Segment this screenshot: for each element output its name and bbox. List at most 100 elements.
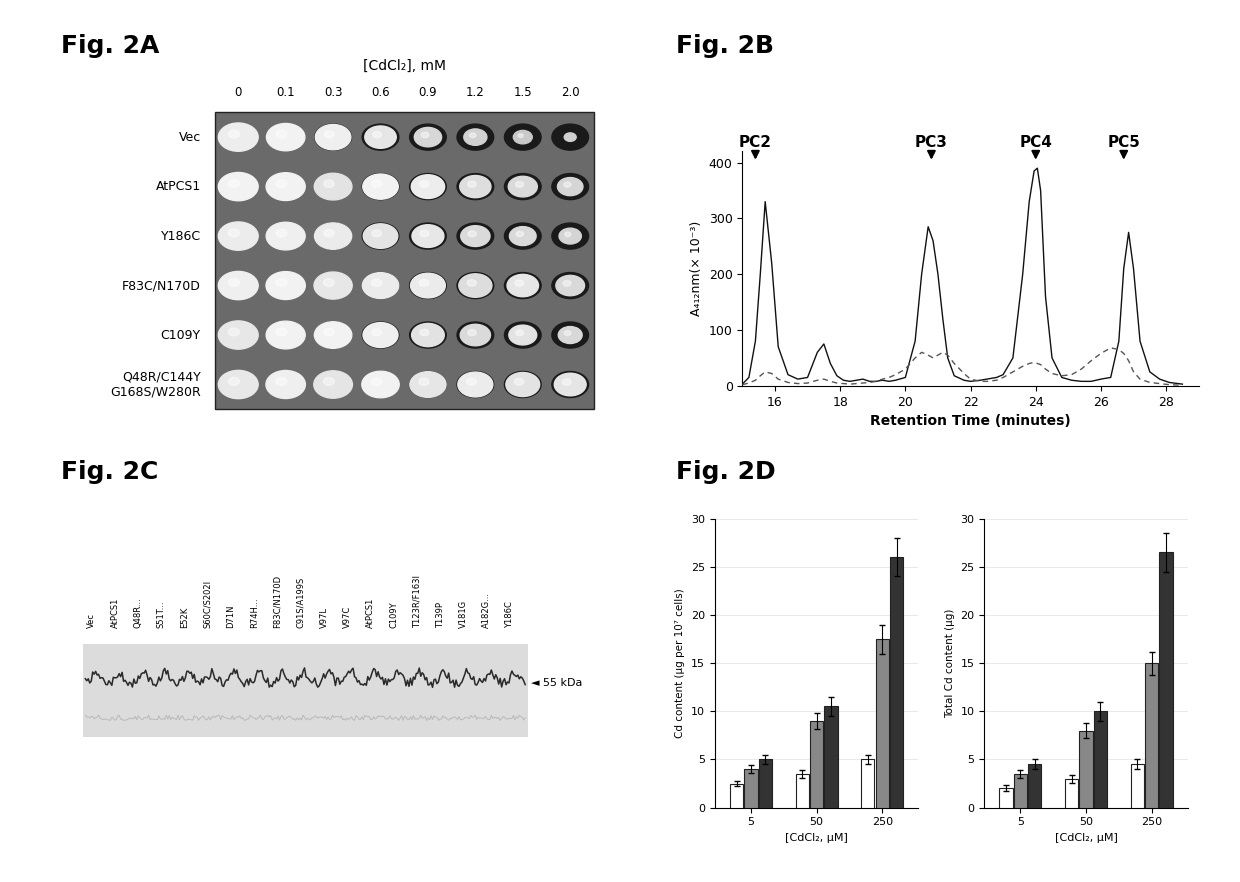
Circle shape [362, 174, 399, 199]
Bar [1159, 552, 1173, 808]
Text: C109Y: C109Y [161, 328, 201, 341]
Text: [CdCl₂], mM: [CdCl₂], mM [363, 59, 445, 73]
Circle shape [518, 134, 523, 138]
Circle shape [513, 131, 532, 144]
Circle shape [363, 323, 398, 348]
Text: F83C/N170D: F83C/N170D [122, 279, 201, 292]
Circle shape [315, 124, 351, 150]
Text: Y186C: Y186C [505, 602, 515, 628]
Circle shape [507, 274, 538, 296]
Circle shape [324, 229, 335, 237]
Text: D71N: D71N [227, 604, 236, 628]
Circle shape [409, 322, 446, 348]
Circle shape [419, 181, 429, 187]
Circle shape [324, 328, 335, 336]
Text: V97C: V97C [342, 606, 352, 628]
Y-axis label: Cd content (μg per 10⁷ cells): Cd content (μg per 10⁷ cells) [676, 588, 686, 738]
Circle shape [552, 174, 589, 199]
Text: PC5: PC5 [1107, 135, 1140, 150]
Text: Fig. 2C: Fig. 2C [61, 460, 157, 484]
Text: S51T...: S51T... [157, 601, 166, 628]
Circle shape [228, 328, 239, 336]
Text: PC2: PC2 [739, 135, 773, 150]
Circle shape [422, 132, 429, 138]
Circle shape [409, 124, 446, 150]
Circle shape [315, 273, 351, 299]
Bar [1131, 765, 1143, 808]
Circle shape [372, 230, 382, 237]
Circle shape [409, 371, 446, 398]
Circle shape [324, 131, 334, 138]
Circle shape [552, 124, 589, 150]
Circle shape [505, 174, 541, 199]
Text: PC3: PC3 [915, 135, 947, 150]
Bar [875, 639, 889, 808]
Circle shape [409, 174, 446, 199]
Circle shape [508, 325, 537, 345]
Circle shape [412, 175, 445, 198]
Text: 0.3: 0.3 [324, 86, 342, 99]
Text: T123R/F163I: T123R/F163I [413, 575, 422, 628]
Circle shape [516, 330, 523, 336]
Circle shape [362, 124, 399, 150]
Bar [1014, 774, 1027, 808]
Circle shape [562, 379, 572, 385]
Circle shape [556, 275, 584, 295]
Circle shape [467, 280, 476, 287]
Circle shape [467, 181, 476, 187]
Circle shape [275, 180, 286, 188]
Circle shape [564, 331, 570, 335]
Circle shape [267, 272, 305, 300]
Bar [825, 706, 838, 808]
Circle shape [268, 124, 304, 150]
Circle shape [275, 377, 286, 385]
Bar [83, 644, 528, 737]
Bar [796, 774, 808, 808]
Text: S60C/S202I: S60C/S202I [203, 579, 212, 628]
Circle shape [505, 273, 541, 299]
Circle shape [505, 371, 541, 398]
Circle shape [373, 131, 382, 138]
Bar [999, 789, 1013, 808]
Circle shape [277, 131, 286, 138]
Circle shape [267, 222, 305, 250]
X-axis label: Retention Time (minutes): Retention Time (minutes) [870, 414, 1071, 428]
Circle shape [458, 223, 494, 249]
Circle shape [372, 329, 382, 336]
Circle shape [267, 123, 305, 151]
Bar [759, 759, 773, 808]
Circle shape [564, 232, 570, 236]
Text: Fig. 2B: Fig. 2B [676, 34, 775, 58]
Bar [890, 557, 903, 808]
Circle shape [516, 182, 523, 187]
Bar [1065, 779, 1079, 808]
Circle shape [228, 229, 239, 237]
Circle shape [458, 273, 494, 299]
X-axis label: [CdCl₂, μM]: [CdCl₂, μM] [785, 833, 848, 843]
Circle shape [515, 378, 523, 385]
Text: Q48R...: Q48R... [134, 597, 143, 628]
Circle shape [315, 174, 351, 199]
Circle shape [228, 377, 239, 385]
Circle shape [362, 371, 399, 398]
Text: 0.6: 0.6 [371, 86, 389, 99]
Circle shape [412, 324, 444, 347]
Circle shape [267, 321, 305, 349]
Circle shape [315, 322, 352, 348]
Circle shape [218, 272, 258, 300]
Text: V181G: V181G [459, 600, 467, 628]
Circle shape [267, 173, 305, 200]
Circle shape [219, 124, 257, 150]
Circle shape [552, 273, 589, 299]
Circle shape [467, 330, 476, 336]
Circle shape [228, 130, 239, 138]
Circle shape [458, 174, 494, 199]
Circle shape [458, 124, 494, 150]
Text: 2.0: 2.0 [560, 86, 579, 99]
Circle shape [314, 272, 352, 299]
Circle shape [464, 129, 487, 146]
Circle shape [218, 321, 258, 349]
Circle shape [409, 371, 446, 398]
Circle shape [363, 174, 398, 199]
Circle shape [505, 124, 541, 150]
